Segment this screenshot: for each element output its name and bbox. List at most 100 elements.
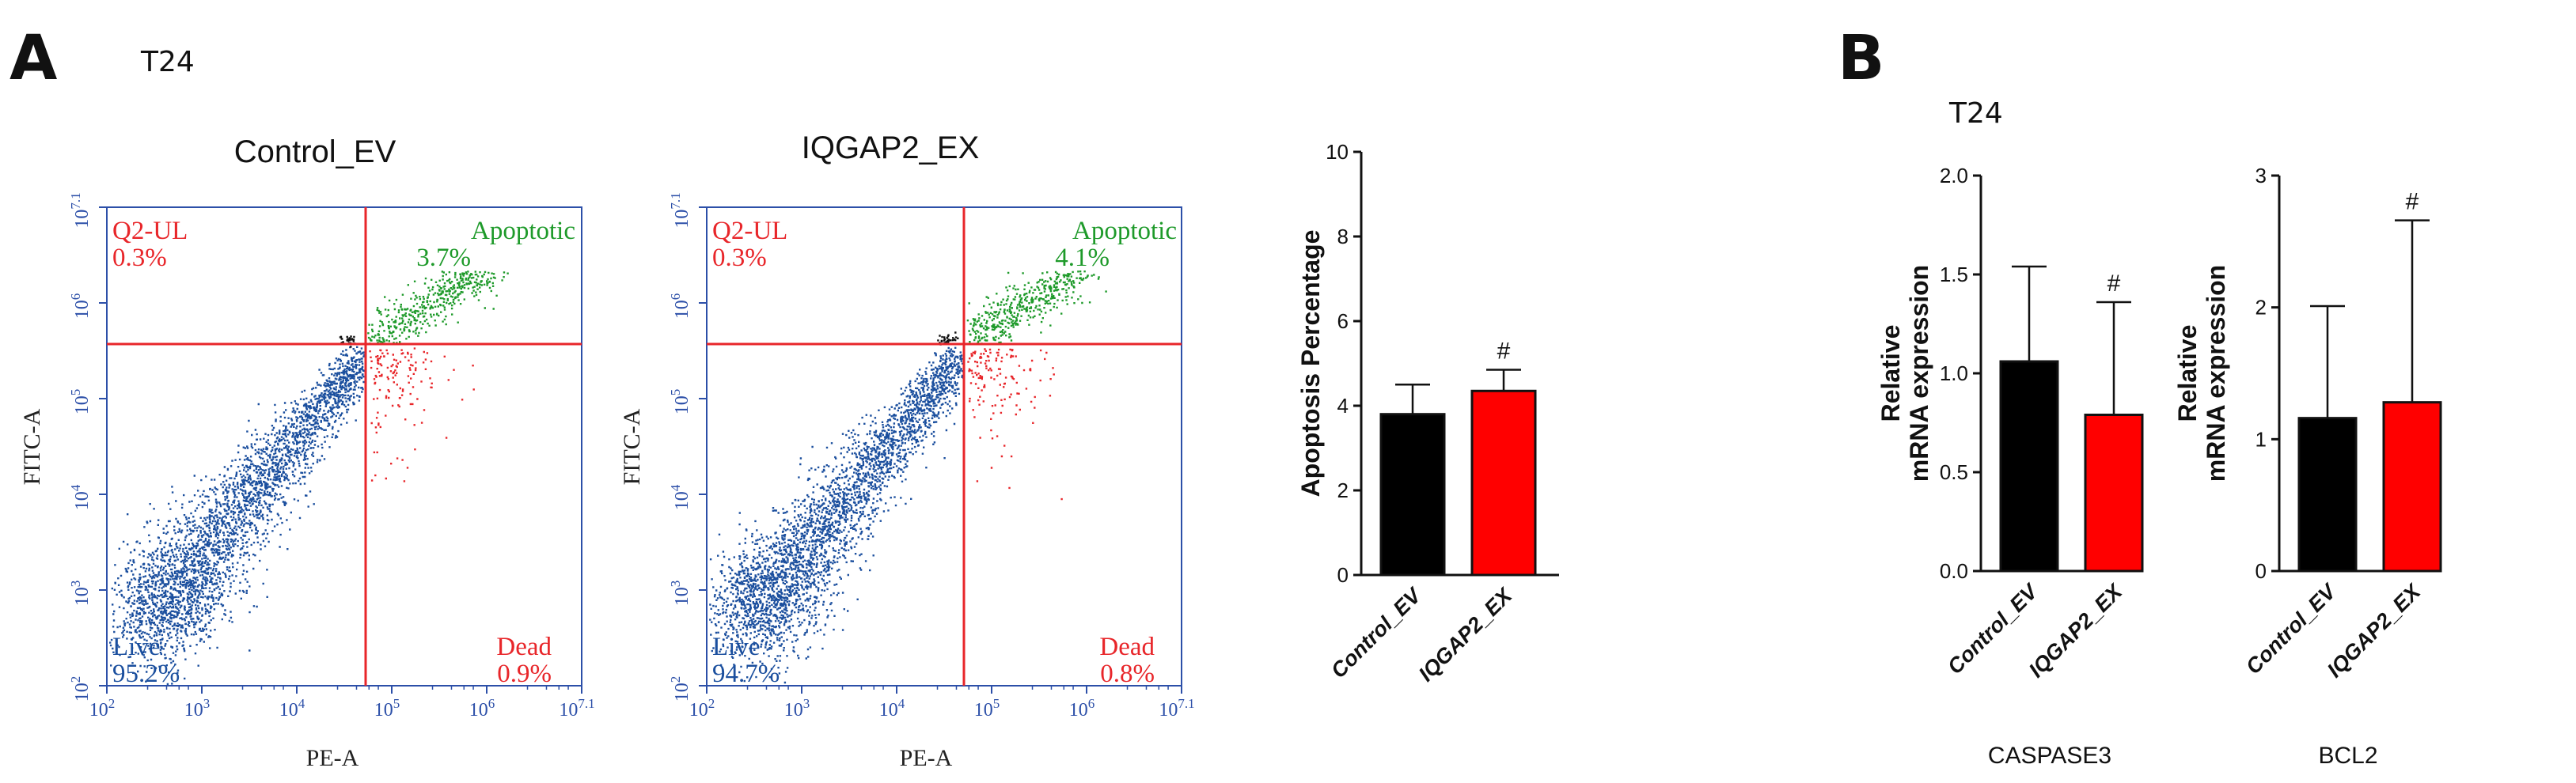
x-tick-label: 102 <box>89 696 116 721</box>
quadrant-ll-value: 95.2% <box>112 660 180 688</box>
y-axis-label: RelativemRNA expression <box>2173 265 2230 482</box>
y-tick-label: 103 <box>68 581 93 607</box>
y-tick-label: 106 <box>668 293 692 320</box>
flow-plot-events <box>709 270 1107 684</box>
x-tick-label: 107.1 <box>559 696 594 721</box>
y-tick-label: 102 <box>68 676 93 702</box>
y-tick-label: 0.5 <box>1940 460 1968 484</box>
significance-mark: # <box>2107 270 2121 297</box>
quadrant-lr-value: 0.8% <box>1100 660 1155 688</box>
x-axis-label: PE-A <box>306 745 359 771</box>
y-tick-label: 2 <box>2255 296 2267 320</box>
y-tick-label: 107.1 <box>668 192 692 228</box>
y-tick-label: 0 <box>1337 563 1349 587</box>
x-tick-label: 103 <box>784 696 810 721</box>
y-tick-label: 104 <box>668 484 692 510</box>
gate-overlap-dots <box>937 331 959 346</box>
y-tick-label: 0 <box>2255 559 2267 583</box>
y-tick-label: 1.0 <box>1940 361 1968 385</box>
x-tick-label: 106 <box>469 696 495 721</box>
x-tick-label: 105 <box>974 696 1000 721</box>
x-tick-label: 106 <box>1069 696 1095 721</box>
y-tick-label: 103 <box>668 581 692 607</box>
flow-plot-iqgap2-ex: IQGAP2_EX Q2-UL 0.3% Apoptotic 4.1% Live… <box>619 130 1195 771</box>
quadrant-ul-name: Q2-UL <box>112 217 188 245</box>
chart-title: CASPASE3 <box>1988 743 2111 769</box>
flow-plot-control-ev: Control_EV Q2-UL 0.3% Apoptotic 3.7% Liv… <box>19 134 595 771</box>
x-axis-label: PE-A <box>900 745 953 771</box>
flow-plot-frame <box>706 206 1182 687</box>
apoptotic-population-dots <box>966 270 1107 345</box>
apoptotic-population-dots <box>367 270 509 346</box>
y-axis-label: FITC-A <box>19 408 45 485</box>
y-tick-label: 4 <box>1337 394 1349 418</box>
x-tick-label: 102 <box>689 696 715 721</box>
y-tick-label: 0.0 <box>1940 559 1968 583</box>
quadrant-ll-name: Live <box>112 633 160 661</box>
quadrant-ur-value: 4.1% <box>1055 244 1110 272</box>
category-label: Control_EV <box>1326 583 1427 683</box>
quadrant-ul-value: 0.3% <box>112 244 167 272</box>
chart-title: BCL2 <box>2318 743 2377 769</box>
significance-mark: # <box>1497 339 1511 365</box>
x-axis-ticks: 102 103 104 105 106 107.1 <box>689 686 1195 721</box>
y-tick-label: 106 <box>68 293 93 320</box>
panel-a-cell-line: T24 <box>140 46 195 78</box>
flow-plot-title: Control_EV <box>234 134 396 169</box>
panel-a-letter: A <box>9 23 57 94</box>
y-tick-label: 1.5 <box>1940 263 1968 286</box>
y-tick-label: 6 <box>1337 309 1349 333</box>
y-tick-label: 10 <box>1326 140 1349 164</box>
y-axis-label: FITC-A <box>619 408 645 485</box>
y-tick-label: 104 <box>68 484 93 510</box>
quadrant-ll-name: Live <box>712 633 760 661</box>
dead-population-dots <box>967 348 1063 501</box>
x-tick-label: 104 <box>879 696 905 721</box>
quadrant-ur-name: Apoptotic <box>471 217 575 245</box>
x-axis-ticks: 102 103 104 105 106 107.1 <box>89 686 595 721</box>
panel-b-letter: B <box>1838 23 1884 94</box>
bar-iqgap2-ex <box>2084 414 2144 573</box>
live-population-dots <box>709 346 965 684</box>
apoptosis-bar-chart: 0 2 4 6 8 10 Apoptosis Percentage Control_EVIQG… <box>1296 140 1559 686</box>
y-tick-label: 2 <box>1337 478 1349 502</box>
gate-overlap-dots <box>339 335 357 348</box>
bar-control-ev <box>2297 417 2358 573</box>
y-tick-label: 105 <box>68 389 93 415</box>
quadrant-ur-value: 3.7% <box>416 244 471 272</box>
y-tick-label: 102 <box>668 676 692 702</box>
y-tick-label: 107.1 <box>68 192 93 228</box>
quadrant-ul-value: 0.3% <box>712 244 767 272</box>
y-tick-label: 3 <box>2255 164 2267 187</box>
quadrant-lr-name: Dead <box>1099 633 1155 661</box>
y-tick-label: 105 <box>668 389 692 415</box>
significance-mark: # <box>2406 189 2419 215</box>
y-axis-label: Apoptosis Percentage <box>1296 230 1325 497</box>
x-tick-label: 107.1 <box>1159 696 1194 721</box>
y-tick-label: 2.0 <box>1940 164 1968 187</box>
bar-iqgap2-ex <box>2382 401 2442 573</box>
quadrant-lr-name: Dead <box>496 633 552 661</box>
y-axis-ticks: 102 103 104 105 106 107.1 <box>68 192 107 702</box>
y-axis-ticks: 102 103 104 105 106 107.1 <box>668 192 707 702</box>
flow-plot-events <box>109 270 509 686</box>
quadrant-ur-name: Apoptotic <box>1072 217 1177 245</box>
y-tick-label: 1 <box>2255 427 2267 451</box>
panel-b-cell-line: T24 <box>1948 97 2003 130</box>
flow-plot-title: IQGAP2_EX <box>802 130 980 165</box>
x-tick-label: 103 <box>184 696 211 721</box>
live-population-dots <box>109 346 366 686</box>
category-label: IQGAP2_EX <box>1414 583 1518 687</box>
flow-plot-frame <box>106 206 582 687</box>
quadrant-ul-name: Q2-UL <box>712 217 787 245</box>
category-label: IQGAP2_EX <box>2323 579 2426 683</box>
x-tick-label: 105 <box>374 696 400 721</box>
bar-control-ev <box>1999 360 2059 573</box>
bar-iqgap2-ex <box>1470 389 1537 577</box>
x-tick-label: 104 <box>279 696 305 721</box>
category-label: IQGAP2_EX <box>2024 579 2128 683</box>
y-axis-label: RelativemRNA expression <box>1876 265 1933 482</box>
